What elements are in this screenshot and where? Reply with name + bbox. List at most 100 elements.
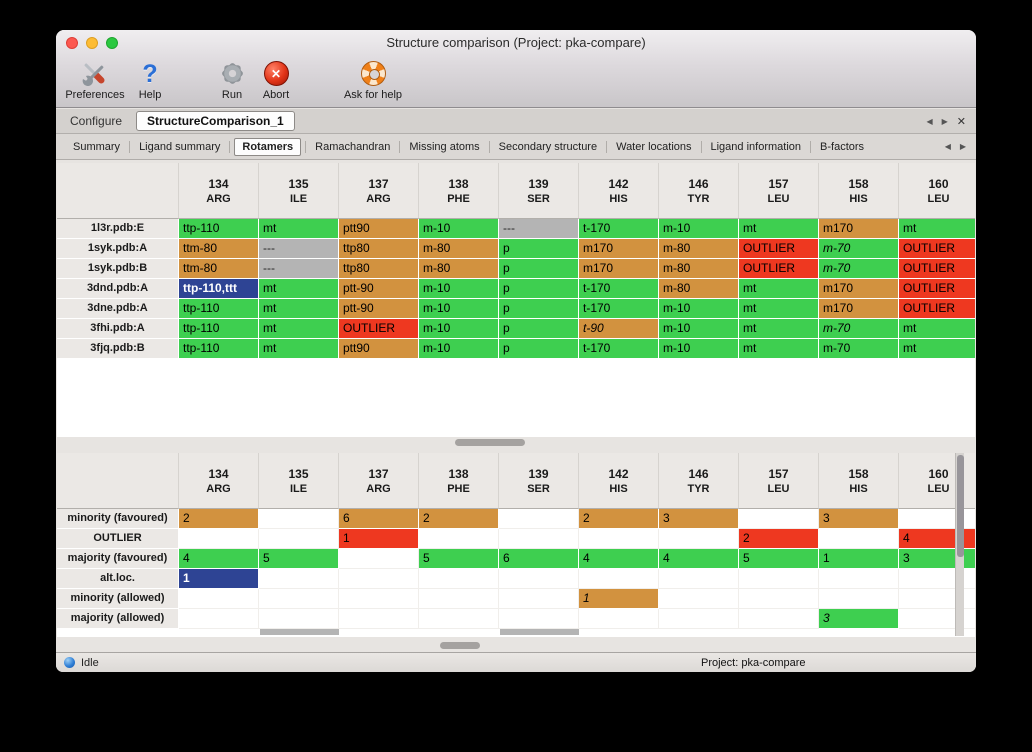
rotamer-cell[interactable]: m-70 (819, 239, 899, 259)
summary-count-cell[interactable] (339, 569, 419, 589)
column-header-137[interactable]: 137 ARG (339, 453, 419, 509)
row-header[interactable]: 1syk.pdb:A (57, 239, 179, 259)
rotamer-cell[interactable]: m-70 (819, 319, 899, 339)
summary-count-cell[interactable] (579, 529, 659, 549)
rotamer-cell[interactable]: m-80 (659, 259, 739, 279)
summary-count-cell[interactable] (339, 549, 419, 569)
preferences-button[interactable]: Preferences (60, 59, 130, 107)
rotamer-cell[interactable]: mt (899, 319, 975, 339)
horizontal-scrollbar-thumb[interactable] (455, 439, 525, 446)
summary-count-cell[interactable]: 2 (739, 529, 819, 549)
summary-count-cell[interactable]: 6 (499, 549, 579, 569)
vertical-scrollbar-thumb[interactable] (957, 455, 964, 557)
column-header-142[interactable]: 142 HIS (579, 453, 659, 509)
column-header-158[interactable]: 158 HIS (819, 163, 899, 219)
summary-count-cell[interactable] (739, 589, 819, 609)
summary-count-cell[interactable]: 3 (819, 509, 899, 529)
summary-count-cell[interactable] (339, 609, 419, 629)
summary-count-cell[interactable]: 2 (419, 509, 499, 529)
rotamer-cell[interactable]: p (499, 239, 579, 259)
summary-count-cell[interactable] (659, 589, 739, 609)
column-header-158[interactable]: 158 HIS (819, 453, 899, 509)
summary-count-cell[interactable] (179, 589, 259, 609)
rotamer-cell[interactable]: m-70 (819, 339, 899, 359)
summary-count-cell[interactable] (579, 569, 659, 589)
close-window-button[interactable] (66, 37, 78, 49)
rotamer-cell[interactable]: mt (259, 319, 339, 339)
summary-count-cell[interactable] (819, 529, 899, 549)
vertical-scrollbar[interactable] (955, 453, 964, 636)
summary-count-cell[interactable]: 3 (659, 509, 739, 529)
summary-count-cell[interactable] (419, 589, 499, 609)
column-header-138[interactable]: 138 PHE (419, 163, 499, 219)
ask-for-help-button[interactable]: Ask for help (328, 59, 418, 107)
summary-count-cell[interactable]: 1 (579, 589, 659, 609)
summary-count-cell[interactable]: 4 (659, 549, 739, 569)
summary-count-cell[interactable]: 4 (179, 549, 259, 569)
row-header[interactable]: majority (allowed) (57, 609, 179, 629)
rotamer-cell[interactable]: OUTLIER (899, 279, 975, 299)
row-header[interactable]: 3dne.pdb:A (57, 299, 179, 319)
rotamer-cell[interactable]: m-10 (419, 299, 499, 319)
summary-count-cell[interactable]: 1 (179, 569, 259, 589)
rotamer-cell[interactable]: mt (259, 219, 339, 239)
rotamer-cell[interactable]: m170 (819, 279, 899, 299)
summary-count-cell[interactable] (659, 529, 739, 549)
subtab-scroll-right-icon[interactable]: ▶ (959, 142, 966, 151)
rotamer-cell[interactable]: ttp-110 (179, 219, 259, 239)
summary-count-cell[interactable] (499, 609, 579, 629)
rotamer-cell[interactable]: ptt90 (339, 339, 419, 359)
rotamer-cell[interactable]: m170 (819, 219, 899, 239)
rotamer-cell[interactable]: mt (899, 339, 975, 359)
column-header-137[interactable]: 137 ARG (339, 163, 419, 219)
row-header[interactable]: 3dnd.pdb:A (57, 279, 179, 299)
help-button[interactable]: ? Help (130, 59, 170, 107)
summary-count-cell[interactable] (659, 569, 739, 589)
summary-count-cell[interactable]: 4 (579, 549, 659, 569)
rotamer-cell[interactable]: --- (259, 239, 339, 259)
summary-count-cell[interactable] (739, 569, 819, 589)
rotamer-cell[interactable]: ttm-80 (179, 239, 259, 259)
rotamer-cell[interactable]: mt (259, 339, 339, 359)
row-header[interactable]: 3fjq.pdb:B (57, 339, 179, 359)
row-header[interactable]: minority (favoured) (57, 509, 179, 529)
rotamer-cell[interactable]: t-90 (579, 319, 659, 339)
rotamer-cell[interactable]: m-10 (419, 219, 499, 239)
rotamer-cell[interactable]: ttp80 (339, 239, 419, 259)
rotamer-cell[interactable]: m-10 (659, 339, 739, 359)
summary-count-cell[interactable] (419, 609, 499, 629)
rotamer-cell[interactable]: mt (739, 319, 819, 339)
summary-count-cell[interactable] (259, 509, 339, 529)
rotamer-cell[interactable]: p (499, 259, 579, 279)
rotamer-cell[interactable]: ttp-110,ttt (179, 279, 259, 299)
subtab-secondary-structure[interactable]: Secondary structure (498, 140, 598, 153)
row-header[interactable]: 1l3r.pdb:E (57, 219, 179, 239)
column-header-134[interactable]: 134 ARG (179, 453, 259, 509)
rotamer-cell[interactable]: t-170 (579, 219, 659, 239)
column-header-146[interactable]: 146 TYR (659, 453, 739, 509)
minimize-window-button[interactable] (86, 37, 98, 49)
run-button[interactable]: Run (210, 59, 254, 107)
rotamer-cell[interactable]: m-10 (659, 299, 739, 319)
row-header[interactable]: majority (favoured) (57, 549, 179, 569)
rotamer-cell[interactable]: ptt-90 (339, 299, 419, 319)
column-header-134[interactable]: 134 ARG (179, 163, 259, 219)
summary-count-cell[interactable]: 2 (579, 509, 659, 529)
rotamer-cell[interactable]: t-170 (579, 339, 659, 359)
rotamer-cell[interactable]: m170 (579, 239, 659, 259)
rotamer-cell[interactable]: mt (899, 219, 975, 239)
rotamer-cell[interactable]: ttm-80 (179, 259, 259, 279)
tab-scroll-right-icon[interactable]: ▶ (941, 116, 948, 126)
subtab-scroll-left-icon[interactable]: ◀ (944, 142, 951, 151)
summary-count-cell[interactable]: 1 (339, 529, 419, 549)
summary-count-cell[interactable] (179, 529, 259, 549)
rotamer-cell[interactable]: OUTLIER (739, 239, 819, 259)
rotamer-cell[interactable]: p (499, 319, 579, 339)
rotamer-cell[interactable]: p (499, 339, 579, 359)
rotamer-cell[interactable]: m-10 (419, 319, 499, 339)
row-header[interactable]: 3fhi.pdb:A (57, 319, 179, 339)
rotamer-cell[interactable]: ttp-110 (179, 299, 259, 319)
subtab-water-locations[interactable]: Water locations (616, 140, 692, 153)
summary-count-cell[interactable] (499, 589, 579, 609)
rotamer-cell[interactable]: OUTLIER (899, 299, 975, 319)
